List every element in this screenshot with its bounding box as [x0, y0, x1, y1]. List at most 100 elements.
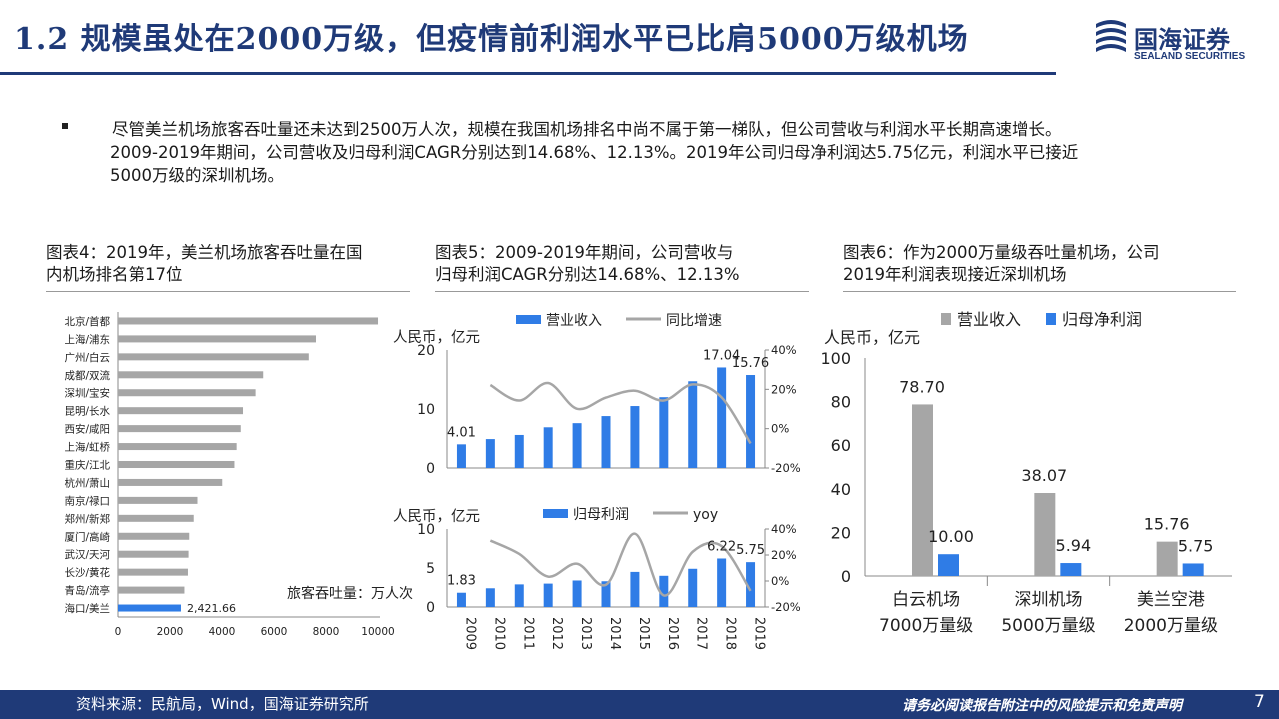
combo1-legend-line-label: 同比增速	[666, 313, 722, 329]
combo1-y-tick: 0	[426, 461, 435, 477]
compare-data-label: 38.07	[1021, 466, 1067, 485]
combo1-data-label: 17.04	[703, 348, 740, 363]
compare-y-tick: 80	[831, 393, 851, 412]
year-axis-label: 2018	[723, 617, 738, 650]
compare-category-label: 深圳机场	[1015, 590, 1083, 610]
combo2-y2-tick: 0%	[771, 574, 789, 588]
ranking-x-tick: 6000	[261, 626, 288, 638]
ranking-bar	[118, 353, 309, 361]
page-number: 7	[1254, 692, 1265, 712]
ranking-category-label: 广州/白云	[64, 351, 110, 364]
combo2-y2-tick: 20%	[771, 548, 797, 562]
ranking-category-label: 昆明/长水	[64, 406, 110, 418]
compare-legend-swatch-profit	[1046, 313, 1056, 325]
combo2-data-label: 5.75	[736, 543, 765, 558]
summary-line-3: 5000万级的深圳机场。	[110, 166, 284, 185]
ranking-x-tick: 8000	[313, 626, 340, 638]
compare-bar	[1156, 541, 1178, 576]
combo1-y2-tick: 40%	[771, 343, 797, 357]
compare-data-label: 5.94	[1056, 536, 1092, 555]
ranking-bar	[118, 532, 190, 540]
compare-y-tick: 40	[831, 480, 851, 499]
figure5-caption-rule	[435, 291, 809, 292]
logo-english-name: SEALAND SECURITIES	[1134, 51, 1246, 62]
ranking-category-label: 青岛/流亭	[64, 584, 110, 597]
ranking-category-label: 深圳/宝安	[64, 387, 110, 400]
footer-source: 资料来源：民航局，Wind，国海证券研究所	[76, 695, 369, 713]
year-axis-label: 2009	[462, 617, 477, 650]
ranking-bar	[118, 335, 316, 343]
combo2-bar	[688, 568, 698, 607]
year-axis-label: 2015	[636, 617, 651, 650]
figure4-caption: 图表4：2019年，美兰机场旅客吞吐量在国 内机场排名第17位	[46, 242, 363, 286]
compare-legend-profit: 归母净利润	[1062, 310, 1142, 329]
combo2-y-axis-title: 人民币，亿元	[393, 508, 480, 525]
compare-category-sublabel: 5000万量级	[1001, 616, 1095, 636]
bullet-icon	[62, 123, 68, 129]
figure5-caption: 图表5：2009-2019年期间，公司营收与 归母利润CAGR分别达14.68%…	[435, 242, 740, 286]
combo1-y2-tick: 20%	[771, 382, 797, 396]
combo2-legend-bar-swatch	[543, 509, 568, 518]
compare-bar	[938, 554, 959, 576]
combo2-bar	[659, 575, 669, 607]
ranking-x-tick: 2000	[157, 626, 184, 638]
compare-bar	[1182, 563, 1204, 576]
compare-bar	[912, 404, 933, 576]
combo2-bar	[630, 571, 640, 607]
compare-y-tick: 60	[831, 436, 851, 455]
compare-y-axis-title: 人民币，亿元	[824, 328, 920, 347]
combo2-y-tick: 10	[417, 522, 435, 538]
ranking-bar	[118, 371, 264, 379]
year-axis-label: 2010	[491, 617, 506, 650]
combo1-bar	[485, 439, 495, 468]
compare-y-tick: 20	[831, 523, 851, 542]
combo2-data-label: 6.22	[707, 539, 736, 554]
figure5-caption-line1: 图表5：2009-2019年期间，公司营收与	[435, 243, 734, 262]
figure6-caption-rule	[843, 291, 1236, 292]
title-divider	[0, 72, 1056, 75]
year-axis-label: 2014	[607, 617, 622, 650]
combo2-y2-tick: 40%	[771, 522, 797, 536]
combo2-yoy-line	[489, 532, 752, 597]
ranking-category-label: 上海/浦东	[64, 333, 110, 346]
footer-bar: 资料来源：民航局，Wind，国海证券研究所 请务必阅读报告附注中的风险提示和免责…	[0, 690, 1279, 719]
combo1-y-tick: 20	[417, 343, 435, 359]
combo1-bar	[659, 397, 669, 468]
figure6-caption-line2: 2019年利润表现接近深圳机场	[843, 265, 1067, 284]
ranking-bar	[118, 461, 235, 468]
compare-y-tick: 0	[841, 567, 851, 586]
year-axis-label: 2016	[665, 617, 680, 650]
figure6-caption-line1: 图表6：作为2000万量级吞吐量机场，公司	[843, 243, 1160, 262]
combo2-bar	[514, 584, 524, 607]
compare-bar	[1060, 563, 1082, 576]
ranking-bar	[118, 550, 189, 558]
ranking-category-label: 杭州/萧山	[64, 476, 110, 489]
compare-category-label: 白云机场	[892, 590, 960, 610]
logo-chinese-name: 国海证券	[1134, 26, 1230, 54]
ranking-category-label: 厦门/高崎	[64, 530, 110, 543]
combo2-legend-bar-label: 归母利润	[573, 506, 629, 523]
ranking-series-label: 旅客吞吐量：万人次	[287, 585, 413, 602]
ranking-bar	[118, 568, 188, 576]
ranking-bar	[118, 604, 181, 612]
combo1-yoy-line	[489, 381, 752, 445]
summary-line-2: 2009-2019年期间，公司营收及归母利润CAGR分别达到14.68%、12.…	[110, 143, 1079, 162]
year-axis-label: 2011	[520, 617, 535, 650]
combo2-data-label: 1.83	[447, 574, 476, 589]
combo1-bar	[688, 381, 698, 468]
figure4-caption-line1: 图表4：2019年，美兰机场旅客吞吐量在国	[46, 243, 363, 262]
combo1-y-tick: 10	[417, 402, 435, 418]
combo1-legend-bar-label: 营业收入	[546, 313, 602, 329]
figure5-caption-line2: 归母利润CAGR分别达14.68%、12.13%	[435, 265, 740, 284]
combo1-legend-bar-swatch	[516, 315, 541, 324]
compare-data-label: 5.75	[1178, 536, 1214, 555]
combo1-y-axis-title: 人民币，亿元	[393, 329, 480, 346]
year-axis-label: 2019	[752, 617, 767, 650]
combo1-bar	[717, 367, 727, 468]
combo2-y-tick: 0	[426, 600, 435, 616]
compare-legend-revenue: 营业收入	[957, 310, 1021, 329]
ranking-category-label: 海口/美兰	[64, 602, 110, 615]
summary-line-1: 尽管美兰机场旅客吞吐量还未达到2500万人次，规模在我国机场排名中尚不属于第一梯…	[112, 120, 1062, 139]
ranking-bar	[118, 586, 185, 594]
